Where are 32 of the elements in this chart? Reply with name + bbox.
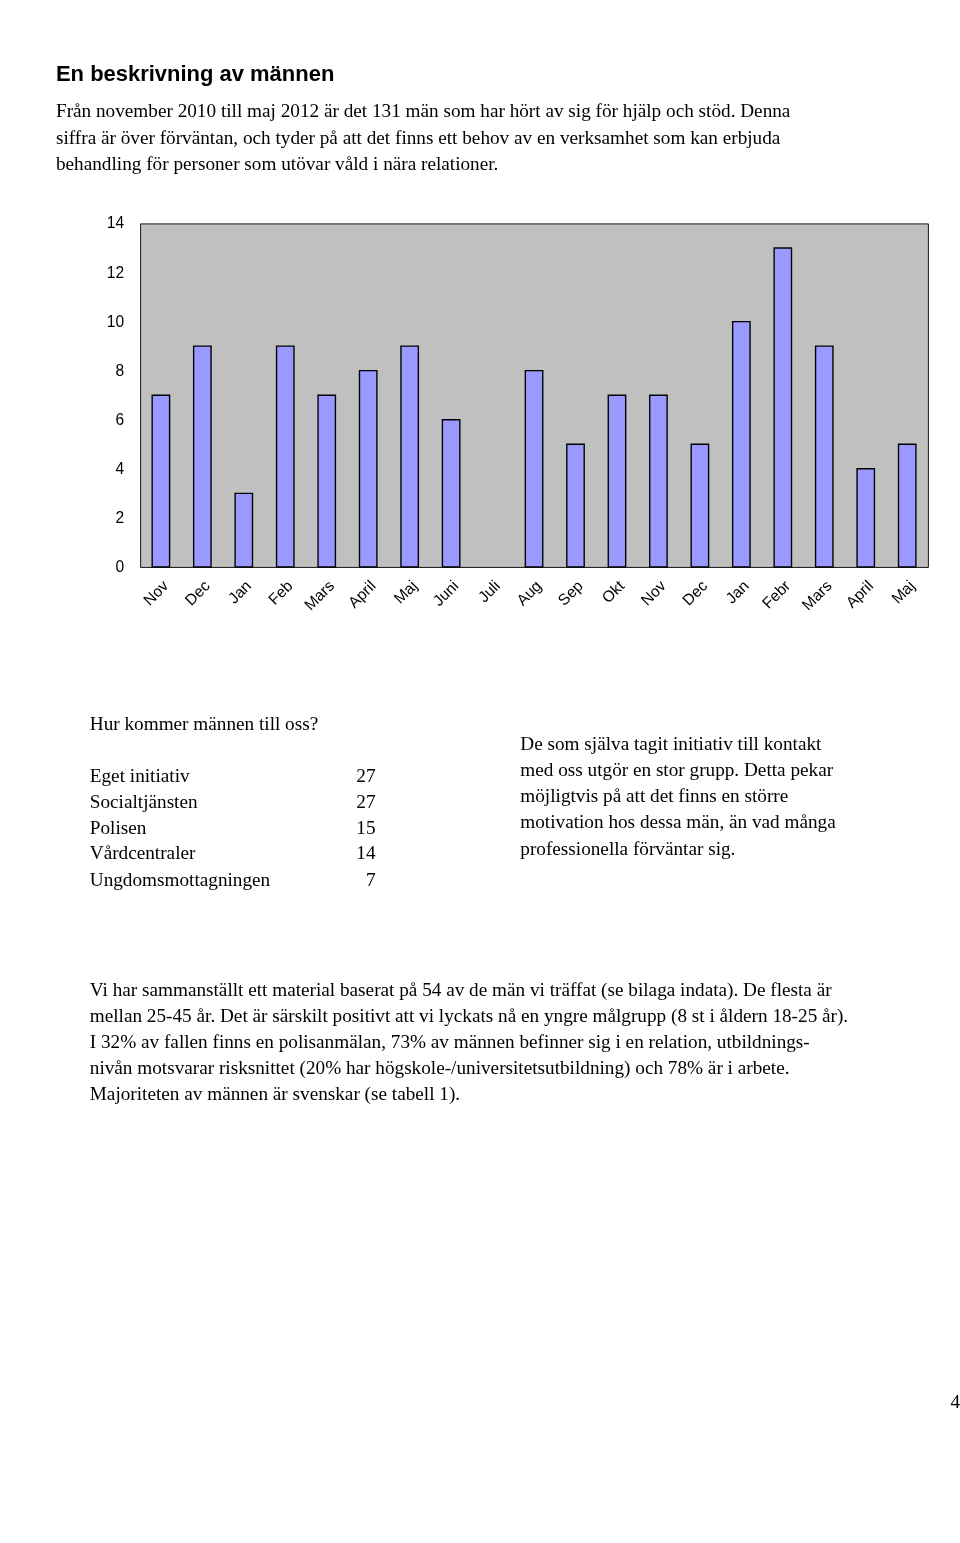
text: Vårdcentraler 14 [89,842,376,864]
text: De som själva tagit initiativ till kontakt med oss utgör en stor grupp. Detta pekar möjligtvis på att det finns en större motivation hos dessa män, än vad många professionella förväntar sig. [520,733,837,859]
x-tick-label: Okt [598,576,628,607]
text: Vi har sammanställt ett material baserat på 54 av de män vi träffat (se bilaga indata). De flesta är mellan 25-45 år. Det är särskilt positivt att vi lyckats nå en yngre målgrupp (8 st i åldern 18-25 år). I 32% av fallen finns en polisanmälan, 73% av männen befinner sig i en relation, utbildnings- nivån motsvarar risksnittet (20% har högskole-/universitetsutbildning) och 78% är i arbete. Majoriteten av männen är svenskar (se tabell 1). [89,978,849,1106]
text: 4 [950,1390,960,1412]
x-tick-label: Maj [888,576,918,607]
text: Socialtjänsten 27 [89,790,376,812]
x-tick-label: Nov [139,576,172,609]
x-tick-label: Dec [678,576,711,609]
y-tick-label: 6 [115,410,125,428]
text: Ungdomsmottagningen 7 [89,868,376,890]
x-tick-label: Nov [637,576,670,609]
y-tick-label: 14 [106,214,125,232]
text: Hur kommer männen till oss? [89,713,319,735]
chart-subtitle: Från november 2010 till maj 2012 är det 131 män som har hört av sig för hjälp och stöd. Denna siffra är över förväntan, och tyder på att det finns ett behov av en verksamhet som kan erbjuda behandling för personer som utövar våld i nära relationer. [55,100,791,175]
x-tick-label: Feb [264,576,296,608]
text: Eget initiativ 27 [89,765,376,787]
y-tick-label: 4 [115,459,125,477]
x-tick-label: Jan [722,576,752,607]
x-tick-label: Juli [474,576,504,606]
y-tick-label: 8 [115,361,125,379]
y-tick-label: 12 [106,263,125,281]
x-tick-label: Sep [554,576,587,609]
chart-title: En beskrivning av männen [55,60,335,86]
x-tick-label: Aug [512,576,545,609]
x-tick-label: Maj [390,576,421,607]
y-tick-label: 2 [115,508,125,526]
text: Polisen 15 [89,816,376,838]
x-tick-label: Jan [224,576,255,607]
x-tick-label: Dec [181,576,214,609]
y-tick-label: 10 [106,312,125,330]
y-tick-label: 0 [115,557,125,575]
